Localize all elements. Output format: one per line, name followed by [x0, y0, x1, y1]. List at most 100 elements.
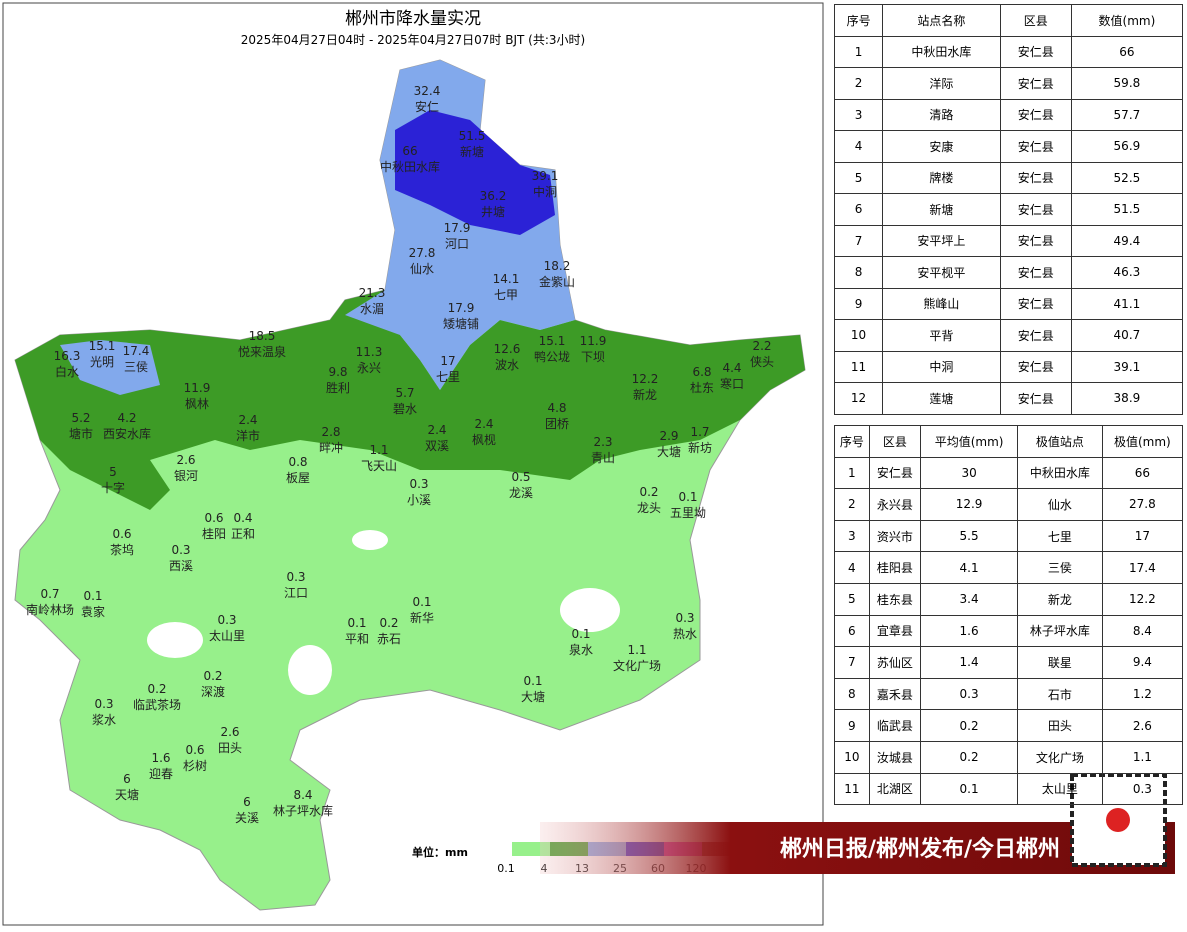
station-name: 青山 [591, 451, 615, 465]
table-cell: 40.7 [1070, 319, 1184, 352]
table-cell: 新塘 [882, 193, 1001, 226]
table-header: 数值(mm) [1070, 4, 1184, 37]
station-name: 矮塘铺 [443, 316, 479, 331]
banner-text: 郴州日报/郴州发布/今日郴州 [780, 836, 1060, 862]
station-value: 0.3 [171, 543, 190, 557]
station-value: 12.2 [632, 372, 659, 386]
table-cell: 5.5 [920, 519, 1019, 553]
table-cell: 27.8 [1101, 488, 1184, 521]
table-cell: 桂东县 [868, 582, 922, 616]
station-value: 2.6 [176, 453, 195, 467]
station-value: 2.8 [321, 425, 340, 439]
station-name: 三侯 [124, 360, 148, 374]
station-name: 迎春 [149, 767, 173, 781]
station-name: 杜东 [690, 380, 714, 395]
station-value: 0.1 [412, 595, 431, 609]
station-value: 39.1 [532, 169, 559, 183]
station-name: 袁家 [81, 604, 105, 619]
county-table: 序号 区县 平均值(mm) 极值站点 极值(mm) 1 安仁县 30 中秋田水库 66 2 永兴县 12… [834, 425, 1184, 806]
station-value: 2.4 [238, 413, 257, 427]
table-header: 区县 [999, 4, 1072, 37]
station-name: 畔冲 [319, 440, 343, 455]
table-cell: 41.1 [1070, 287, 1184, 320]
station-value: 5 [109, 465, 117, 479]
table-cell: 1.4 [920, 646, 1019, 679]
qr-logo [1106, 808, 1130, 832]
station-name: 新龙 [633, 387, 657, 402]
station-name: 波水 [495, 358, 519, 372]
table-cell: 中秋田水库 [882, 35, 1001, 68]
station-name: 枫林 [185, 396, 209, 411]
table-header: 序号 [834, 425, 870, 458]
table-cell: 2.6 [1101, 709, 1184, 742]
table-cell: 4.1 [920, 551, 1019, 584]
station-name: 天塘 [115, 787, 139, 802]
table-header: 极值站点 [1017, 425, 1103, 458]
table-cell: 66 [1070, 35, 1184, 68]
station-name: 西安水库 [103, 426, 151, 441]
station-value: 18.5 [249, 329, 276, 343]
station-name: 大塘 [521, 689, 545, 704]
station-value: 11.9 [184, 381, 211, 395]
station-value: 4.8 [547, 401, 566, 415]
table-cell: 洋际 [882, 67, 1001, 100]
table-cell: 52.5 [1070, 161, 1184, 194]
table-cell: 安仁县 [999, 67, 1072, 100]
table-cell: 仙水 [1017, 488, 1103, 521]
table-cell: 30 [920, 456, 1019, 490]
table-cell: 新龙 [1017, 582, 1103, 616]
table-cell: 桂阳县 [868, 551, 922, 584]
station-name: 塘市 [69, 426, 93, 441]
station-value: 0.6 [112, 527, 131, 541]
table-cell: 9 [834, 709, 870, 742]
table-cell: 安仁县 [999, 98, 1072, 131]
station-name: 团桥 [545, 417, 569, 431]
table-cell: 6 [834, 614, 870, 648]
station-name: 文化广场 [613, 658, 661, 673]
station-name: 中洞 [533, 184, 557, 199]
station-value: 5.2 [71, 411, 90, 425]
table-cell: 11 [833, 350, 884, 383]
station-name: 五里坳 [670, 506, 706, 520]
table-cell: 1 [833, 35, 884, 68]
station-value: 6 [123, 772, 131, 786]
station-name: 金紫山 [539, 274, 575, 289]
station-value: 14.1 [493, 272, 520, 286]
table-cell: 安康 [882, 130, 1001, 163]
table-cell: 安仁县 [999, 350, 1072, 383]
station-name: 临武茶场 [133, 697, 181, 712]
table-cell: 安仁县 [999, 161, 1072, 194]
table-cell: 56.9 [1070, 130, 1184, 163]
station-name: 悦来温泉 [238, 345, 286, 359]
station-name: 田头 [218, 741, 242, 755]
table-cell: 北湖区 [868, 772, 922, 806]
station-value: 6.8 [692, 365, 711, 379]
station-name: 正和 [231, 527, 255, 541]
table-cell: 7 [834, 646, 870, 679]
table-cell: 宜章县 [868, 614, 922, 648]
table-cell: 文化广场 [1017, 740, 1103, 774]
table-cell: 7 [833, 224, 884, 257]
region-light-green [14, 59, 806, 911]
table-cell: 永兴县 [868, 488, 922, 521]
station-name: 仙水 [410, 262, 434, 276]
table-cell: 安仁县 [999, 382, 1072, 415]
table-cell: 0.2 [920, 740, 1019, 774]
station-value: 66 [402, 144, 417, 158]
station-name: 新坊 [688, 440, 712, 455]
region-blue [395, 110, 555, 235]
table-cell: 0.2 [920, 709, 1019, 742]
station-name: 寒口 [720, 376, 744, 391]
table-cell: 66 [1101, 456, 1184, 490]
table-cell: 46.3 [1070, 256, 1184, 289]
table-cell: 10 [834, 740, 870, 774]
table-cell: 安仁县 [868, 456, 922, 490]
table-cell: 牌楼 [882, 161, 1001, 194]
station-value: 2.4 [427, 423, 446, 437]
station-value: 17 [440, 354, 455, 368]
station-name: 小溪 [407, 493, 431, 507]
station-value: 17.9 [444, 221, 471, 235]
table-cell: 联星 [1017, 646, 1103, 679]
table-cell: 林子坪水库 [1017, 614, 1103, 648]
